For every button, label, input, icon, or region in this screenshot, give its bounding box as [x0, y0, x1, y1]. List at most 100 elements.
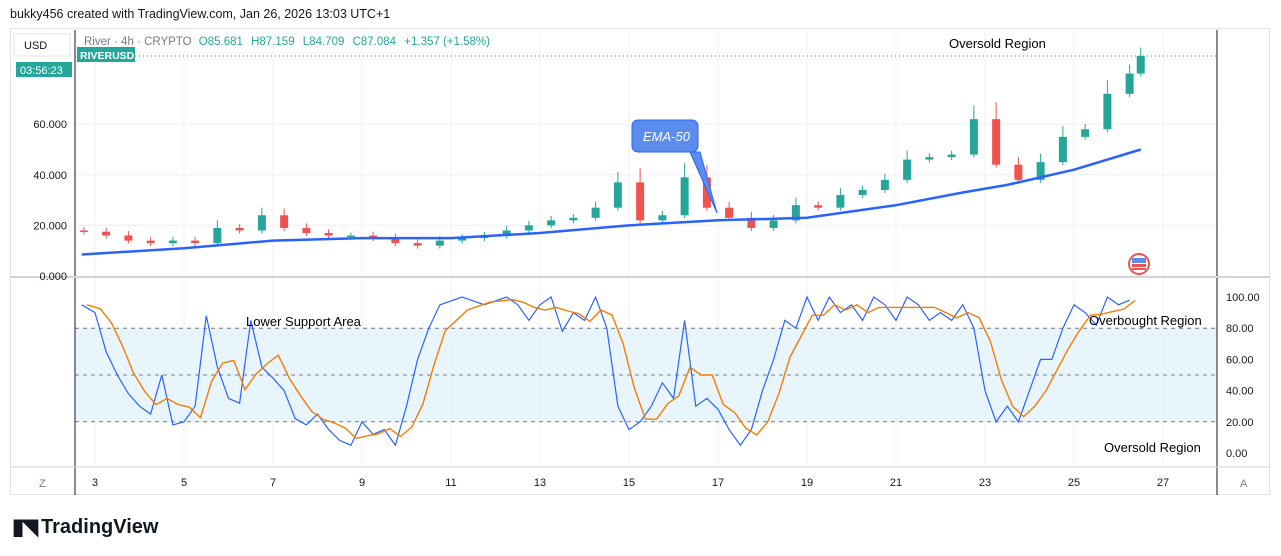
z-button[interactable]: Z [39, 478, 46, 490]
currency-label[interactable]: USD [24, 40, 47, 52]
stoch-axis: 0.00 20.00 40.00 60.00 80.00 100.00 [1226, 292, 1260, 460]
overbought-label: Overbought Region [1089, 313, 1202, 328]
ohlc-legend: River · 4h · CRYPTO O85.681 H87.159 L84.… [84, 36, 490, 48]
countdown-badge [16, 62, 72, 77]
price-tick-label: 20.000 [33, 220, 67, 232]
candle-body [124, 235, 133, 241]
candle-body [725, 207, 734, 218]
x-tick-label: 25 [1068, 477, 1080, 489]
candle-body [458, 238, 467, 241]
candle-body [769, 220, 778, 228]
ema-callout: EMA-50 [631, 119, 718, 214]
candle-body [1136, 55, 1145, 74]
x-tick-label: 9 [359, 477, 365, 489]
candle-body [280, 215, 289, 228]
candle-body [613, 182, 622, 208]
candle-body [369, 235, 378, 239]
candle-body [547, 220, 556, 226]
candles [79, 47, 1145, 249]
candle-body [591, 207, 600, 218]
symbol-badge [77, 47, 135, 62]
candle-body [346, 235, 355, 238]
price-tick-label: 0.000 [39, 271, 67, 283]
ema-callout-text: EMA-50 [643, 129, 691, 144]
x-tick-label: 7 [270, 477, 276, 489]
candle-body [146, 240, 155, 244]
x-tick-label: 21 [890, 477, 902, 489]
x-tick-label: 19 [801, 477, 813, 489]
candle-body [324, 232, 333, 236]
x-tick-label: 5 [181, 477, 187, 489]
oversold-label: Oversold Region [1104, 440, 1201, 455]
x-tick-label: 11 [445, 477, 456, 489]
candle-body [814, 205, 823, 208]
candle-body [213, 227, 222, 244]
x-tick-label: 3 [92, 477, 98, 489]
candle-body [1081, 129, 1090, 137]
candle-body [102, 231, 111, 236]
x-tick-label: 23 [979, 477, 991, 489]
currency-box [13, 33, 71, 57]
candle-body [880, 179, 889, 190]
candle-body [636, 182, 645, 221]
candle-body [413, 243, 422, 246]
ema50-line [81, 148, 1142, 256]
candle-body [747, 217, 756, 228]
chart-frame [10, 28, 1270, 495]
time-axis: 3 5 7 9 11 13 15 17 19 21 23 25 27 [92, 477, 1169, 489]
oversold-region-top-label: Oversold Region [949, 36, 1046, 51]
candle-body [903, 159, 912, 180]
candle-body [702, 177, 711, 208]
x-tick-label: 27 [1157, 477, 1169, 489]
candle-body [1036, 162, 1045, 180]
stoch-k-line [81, 295, 1130, 447]
stoch-band-lines [75, 327, 1217, 423]
candle-body [969, 119, 978, 155]
candle-body [1125, 73, 1134, 94]
candle-body [680, 177, 689, 216]
candle-body [168, 240, 177, 244]
x-tick-label: 15 [623, 477, 635, 489]
candle-body [836, 195, 845, 208]
symbol-badge-text: RIVERUSD [80, 50, 135, 62]
candle-body [435, 240, 444, 246]
candle-body [925, 157, 934, 160]
candle-body [302, 227, 311, 233]
x-tick-label: 17 [712, 477, 724, 489]
tv-logo-icon: ▮◥ [12, 514, 38, 539]
stoch-tick-label: 80.00 [1226, 323, 1254, 335]
candle-body [502, 230, 511, 236]
candle-body [569, 217, 578, 221]
lower-support-label: Lower Support Area [246, 314, 362, 329]
candle-body [524, 225, 533, 231]
stoch-tick-label: 60.00 [1226, 354, 1254, 366]
candle-body [992, 119, 1001, 165]
candle-body [79, 230, 88, 232]
flag-icon[interactable] [1128, 253, 1150, 275]
countdown: 03:56:23 [20, 65, 63, 77]
stoch-tick-label: 0.00 [1226, 448, 1247, 460]
candle-body [257, 215, 266, 231]
candle-body [858, 189, 867, 196]
price-axis: 0.000 20.000 40.000 60.000 [33, 119, 67, 283]
candle-body [947, 154, 956, 158]
stoch-tick-label: 100.00 [1226, 292, 1260, 304]
stoch-d-line [86, 298, 1136, 440]
tradingview-logo[interactable]: ▮◥ TradingView [12, 514, 159, 539]
candle-body [235, 227, 244, 231]
credit-line: bukky456 created with TradingView.com, J… [10, 7, 391, 21]
candle-body [791, 205, 800, 221]
a-button[interactable]: A [1240, 478, 1248, 490]
candle-body [191, 240, 200, 244]
price-tick-label: 60.000 [33, 119, 67, 131]
stoch-tick-label: 20.00 [1226, 417, 1254, 429]
candle-body [1014, 164, 1023, 180]
candle-body [1058, 136, 1067, 163]
stoch-tick-label: 40.00 [1226, 386, 1254, 398]
candle-body [391, 238, 400, 244]
x-tick-label: 13 [534, 477, 546, 489]
candle-body [658, 215, 667, 221]
price-tick-label: 40.000 [33, 170, 67, 182]
candle-body [1103, 93, 1112, 130]
